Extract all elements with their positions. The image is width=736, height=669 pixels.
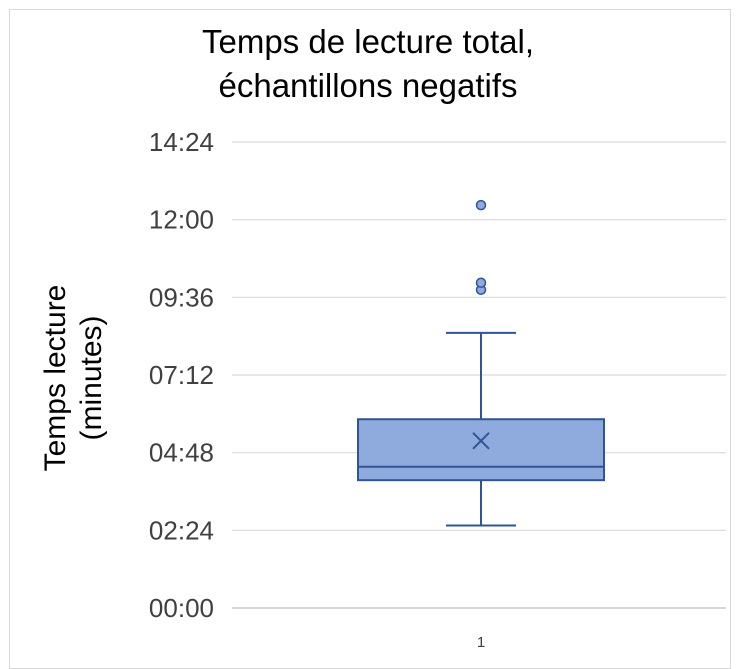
y-tick-label: 12:00: [149, 205, 214, 235]
mean-marker-stroke: [472, 432, 490, 450]
chart-title-line-1: Temps de lecture total,: [202, 23, 534, 60]
box-series: [357, 199, 605, 527]
y-tick-label: 02:24: [149, 515, 214, 545]
mean-marker: [472, 432, 490, 450]
outlier-point: [475, 277, 487, 289]
y-tick-label: 00:00: [149, 593, 214, 623]
y-tick-label: 09:36: [149, 282, 214, 312]
outlier-point: [475, 199, 487, 211]
gridlines: [232, 141, 726, 609]
y-tick-label: 14:24: [149, 127, 214, 157]
y-tick-label: 04:48: [149, 438, 214, 468]
chart-title: Temps de lecture total, échantillons neg…: [0, 20, 736, 108]
y-tick-labels: 00:00 02:24 04:48 07:12 09:36 12:00 14:24: [149, 127, 214, 623]
interquartile-box: [357, 418, 605, 482]
chart-frame: [9, 9, 731, 669]
chart-title-line-2: échantillons negatifs: [218, 67, 518, 104]
y-tick-label: 07:12: [149, 360, 214, 390]
x-category-label: 1: [477, 634, 485, 651]
